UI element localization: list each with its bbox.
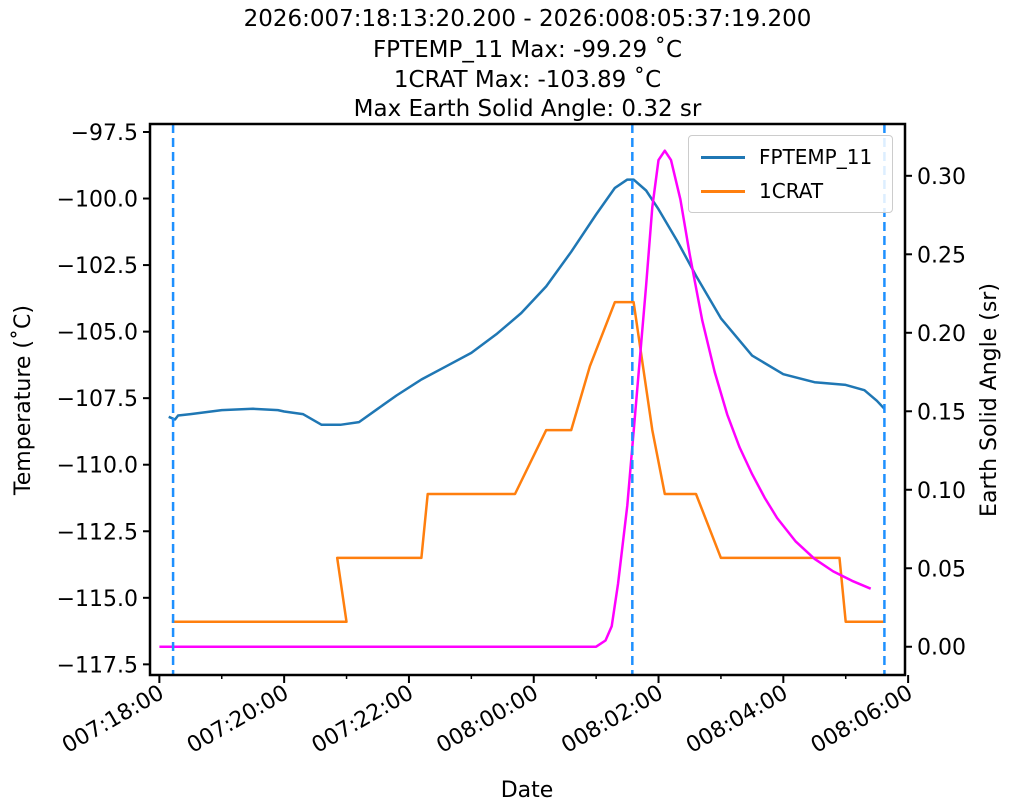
- x-tick-label-6: 008:06:00: [807, 681, 917, 759]
- series-line-fptemp_11: [168, 178, 886, 427]
- plot-frame: [148, 122, 907, 677]
- x-tick-label-0: 007:18:00: [58, 681, 168, 759]
- chart-title-line-1: 2026:007:18:13:20.200 - 2026:008:05:37:1…: [243, 6, 812, 32]
- y-right-tick-label-6: 0.30: [917, 165, 966, 190]
- legend-label-1crat: 1CRAT: [759, 179, 824, 203]
- y-left-tick-label-5: −110.0: [57, 454, 138, 479]
- legend-swatch-fptemp11: [701, 155, 745, 159]
- y-left-tick-label-6: −112.5: [57, 520, 138, 545]
- chart-title-line-4: Max Earth Solid Angle: 0.32 sr: [353, 96, 702, 122]
- y-axis-left-label: Temperature (˚C): [11, 305, 36, 496]
- y-right-tick-label-4: 0.20: [917, 322, 966, 347]
- y-right-tick-label-3: 0.15: [917, 400, 966, 425]
- y-left-tick-label-7: −115.0: [57, 587, 138, 612]
- chart-title-line-2: FPTEMP_11 Max: -99.29 ˚C: [372, 37, 683, 63]
- y-left-tick-label-3: −105.0: [57, 321, 138, 346]
- legend-entry-1crat: 1CRAT: [701, 178, 823, 204]
- y-left-tick-label-8: −117.5: [57, 653, 138, 678]
- y-left-tick-label-4: −107.5: [57, 387, 138, 412]
- series-line-1crat: [171, 300, 885, 624]
- x-tick-label-4: 008:02:00: [557, 681, 667, 759]
- legend-swatch-1crat: [701, 189, 745, 193]
- y-left-tick-label-2: −102.5: [57, 254, 138, 279]
- x-tick-label-1: 007:20:00: [183, 681, 293, 759]
- chart-title-line-3: 1CRAT Max: -103.89 ˚C: [393, 67, 662, 93]
- series-line-earth-solid-angle: [159, 149, 872, 648]
- legend-entry-fptemp11: FPTEMP_11: [701, 144, 872, 170]
- y-right-tick-label-1: 0.05: [917, 557, 966, 582]
- y-right-tick-label-5: 0.25: [917, 243, 966, 268]
- legend: FPTEMP_11 1CRAT: [688, 135, 893, 213]
- y-right-tick-label-0: 0.00: [917, 636, 966, 661]
- x-axis-label: Date: [501, 778, 554, 803]
- y-left-tick-label-1: −100.0: [57, 188, 138, 213]
- y-left-tick-label-0: −97.5: [71, 121, 138, 146]
- x-tick-label-3: 008:00:00: [433, 681, 543, 759]
- x-tick-label-5: 008:04:00: [682, 681, 792, 759]
- x-tick-label-2: 007:22:00: [308, 681, 418, 759]
- y-right-tick-label-2: 0.10: [917, 479, 966, 504]
- y-axis-right-label: Earth Solid Angle (sr): [977, 283, 1002, 517]
- legend-label-fptemp11: FPTEMP_11: [759, 145, 873, 169]
